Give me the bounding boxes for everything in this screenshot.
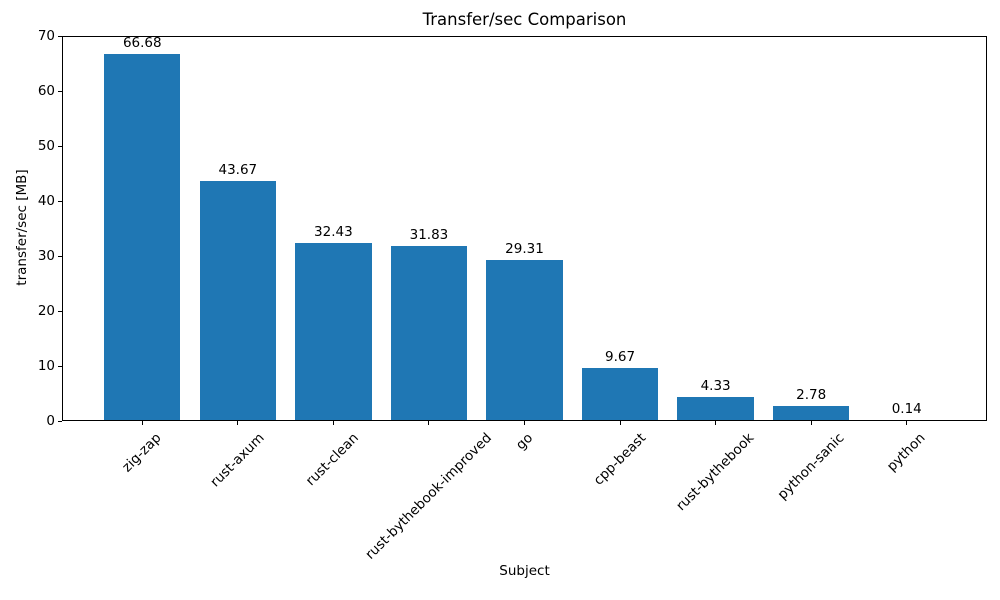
bar-rust-bythebook-improved — [390, 245, 468, 421]
bar-value-label: 43.67 — [218, 161, 258, 178]
x-tick-mark — [906, 421, 908, 425]
bar-value-label: 9.67 — [605, 348, 636, 365]
bar-rust-clean — [295, 242, 372, 421]
y-tick-label: 10 — [37, 358, 55, 374]
x-tick-label: go — [512, 430, 536, 454]
bar-value-label: 29.31 — [505, 240, 544, 257]
x-tick-mark — [715, 421, 717, 425]
bar-go — [486, 259, 563, 421]
x-tick-mark — [428, 421, 430, 425]
x-tick-mark — [332, 421, 334, 425]
y-tick-label: 20 — [37, 303, 55, 319]
x-tick-mark — [524, 421, 525, 425]
x-tick-label: rust-clean — [303, 430, 363, 490]
y-tick-mark — [58, 310, 62, 312]
bar-value-label: 32.43 — [314, 223, 353, 240]
bar-value-label: 0.14 — [891, 401, 922, 418]
bar-cpp-beast — [581, 367, 659, 421]
y-tick-label: 60 — [37, 83, 55, 99]
y-tick-mark — [58, 145, 62, 147]
plot-area: 66.68 43.67 32.43 31.83 29.31 9.67 4.33 2.78 0.1… — [62, 35, 987, 421]
x-axis-label: Subject — [499, 563, 550, 579]
bar-rust-axum — [199, 180, 277, 421]
chart-title: Transfer/sec Comparison — [422, 10, 627, 29]
x-tick-mark — [810, 421, 812, 425]
y-tick-label: 70 — [37, 28, 55, 44]
y-tick-mark — [58, 200, 62, 202]
x-tick-mark — [141, 421, 143, 425]
y-tick-label: 40 — [37, 193, 55, 209]
bar-value-label: 2.78 — [796, 386, 827, 403]
x-tick-label: python-sanic — [774, 430, 848, 503]
x-tick-label: python — [884, 430, 929, 475]
bar-value-label: 31.83 — [409, 226, 449, 243]
bar-value-label: 66.68 — [122, 35, 162, 52]
x-tick-label: zig-zap — [119, 430, 165, 476]
bar-value-label: 4.33 — [700, 378, 731, 395]
y-tick-label: 30 — [37, 248, 55, 264]
x-tick-mark — [619, 421, 621, 425]
y-tick-mark — [58, 90, 62, 92]
y-tick-label: 0 — [46, 413, 55, 429]
x-tick-label: rust-axum — [207, 430, 268, 491]
x-tick-label: cpp-beast — [590, 430, 649, 489]
x-tick-mark — [237, 421, 239, 425]
bar-zig-zap — [104, 54, 181, 421]
y-tick-label: 50 — [37, 138, 55, 154]
x-tick-label: rust-bythebook — [673, 430, 758, 515]
bar-rust-bythebook — [677, 397, 754, 421]
y-tick-mark — [58, 420, 62, 422]
y-tick-mark — [58, 35, 62, 37]
bar-python-sanic — [772, 405, 850, 421]
y-tick-mark — [58, 255, 62, 257]
x-tick-label: rust-bythebook-improved — [362, 430, 495, 563]
y-tick-mark — [58, 365, 62, 367]
